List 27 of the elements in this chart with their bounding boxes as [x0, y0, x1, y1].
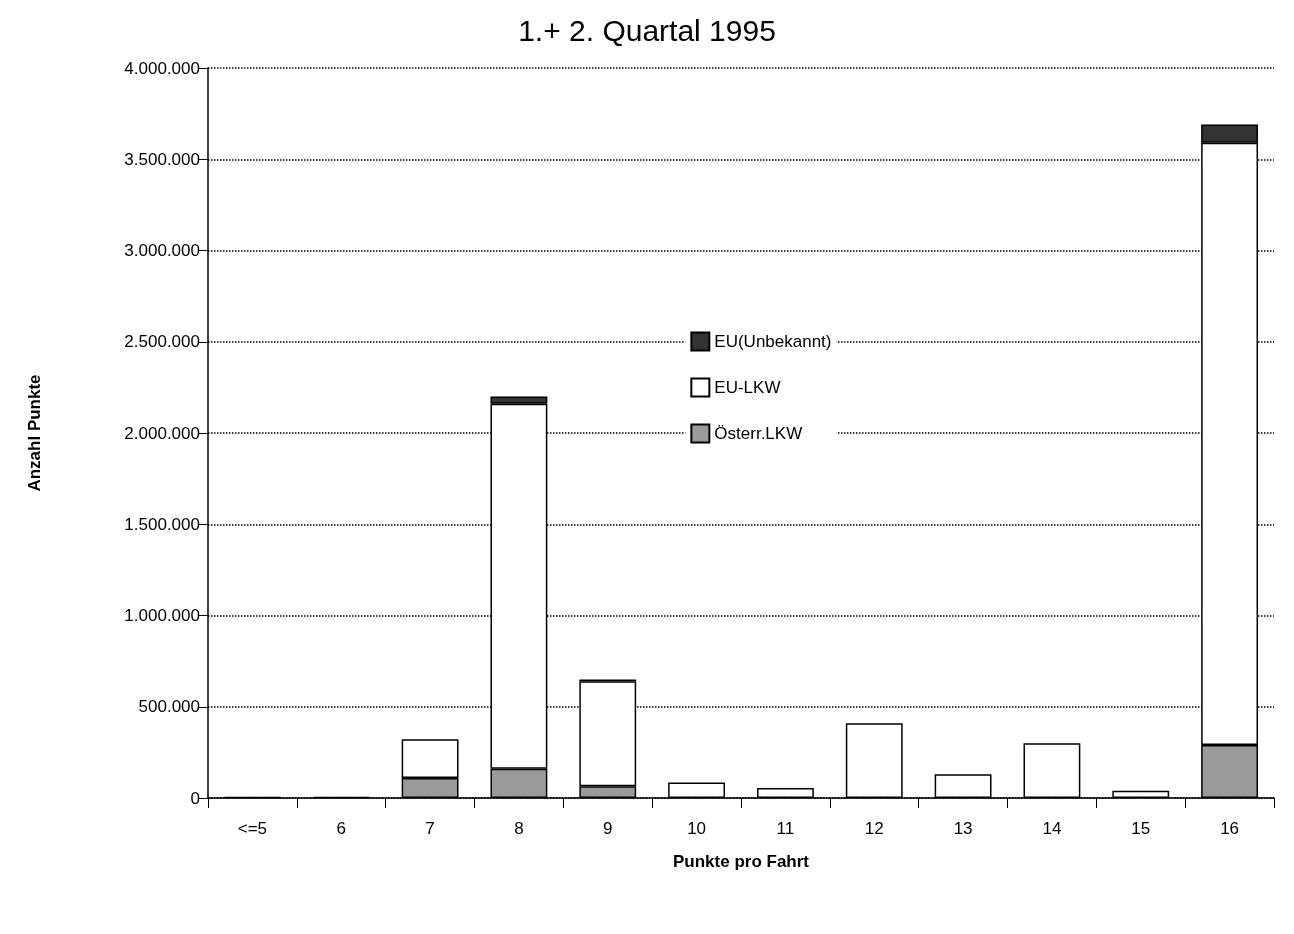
x-tick-label: 7 [425, 819, 435, 838]
y-tick-label: 0 [190, 788, 200, 808]
legend-label: Österr.LKW [714, 424, 803, 443]
chart-title: 1.+ 2. Quartal 1995 [518, 13, 776, 47]
y-tick-label: 4.000.000 [124, 58, 200, 78]
y-tick-label: 3.000.000 [124, 241, 200, 260]
x-tick-label: 10 [687, 819, 707, 838]
legend-label: EU-LKW [714, 378, 781, 397]
y-tick-label: 2.000.000 [124, 423, 200, 443]
x-tick-label: 12 [864, 819, 884, 838]
x-tick-label: 6 [336, 819, 346, 838]
y-axis-title: Anzahl Punkte [25, 374, 44, 492]
y-tick-label: 1.500.000 [124, 514, 200, 534]
x-axis-title: Punkte pro Fahrt [672, 852, 810, 871]
x-tick-label: 13 [953, 819, 973, 838]
y-tick-label: 3.500.000 [124, 149, 200, 169]
x-tick-label: 9 [603, 819, 613, 838]
y-tick-label: 2.500.000 [124, 332, 200, 352]
legend-label: EU(Unbekannt) [714, 332, 832, 351]
y-tick-label: 500.000 [138, 697, 200, 717]
x-tick-label: 11 [776, 819, 795, 838]
y-tick-label: 1.000.000 [124, 606, 200, 625]
x-tick-label: 8 [514, 819, 524, 838]
x-tick-label: 15 [1131, 819, 1151, 838]
x-tick-label: 16 [1220, 819, 1240, 838]
x-tick-label: 14 [1042, 819, 1062, 838]
x-tick-label: <=5 [237, 819, 268, 838]
